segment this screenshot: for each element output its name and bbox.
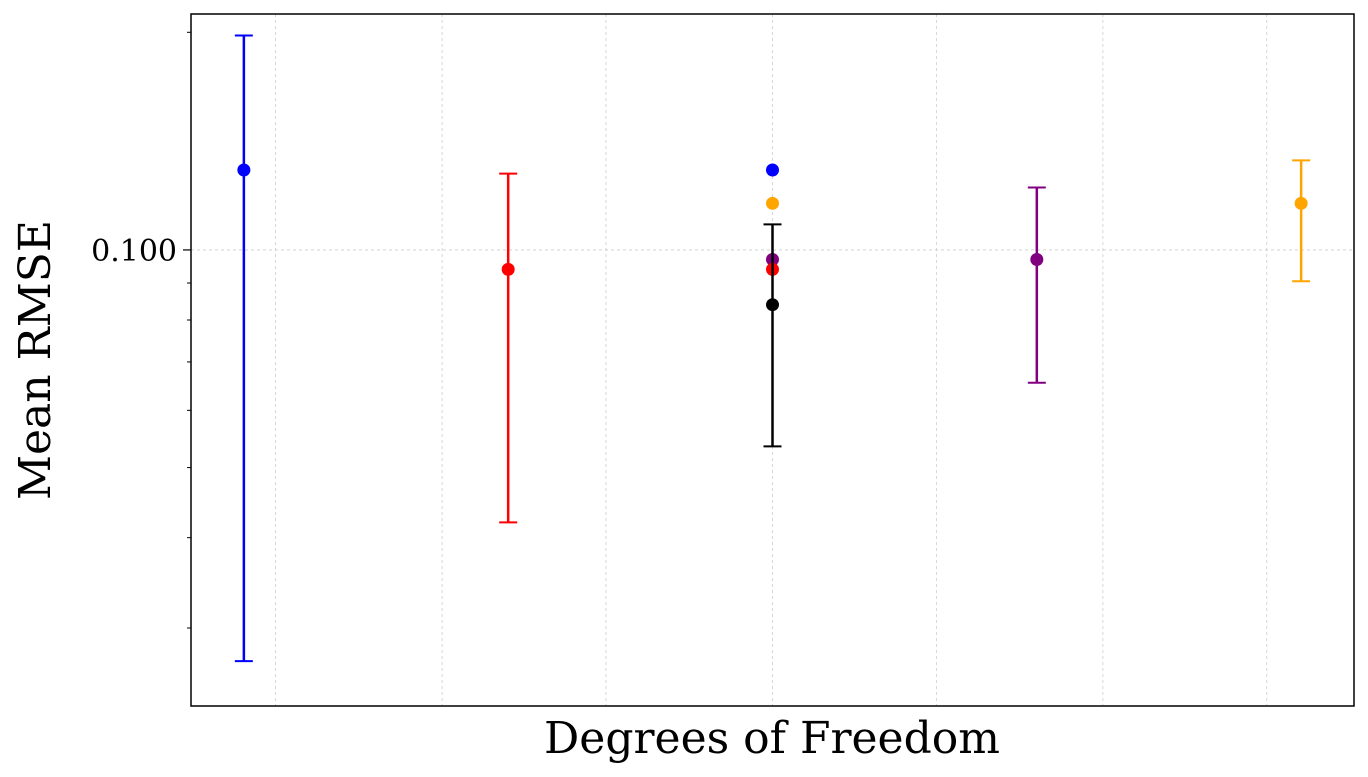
grid — [191, 14, 1354, 706]
data-point — [1294, 196, 1308, 210]
data-point — [1030, 253, 1044, 267]
data-series — [234, 34, 1311, 663]
y-tick-label: 0.100 — [91, 234, 177, 269]
plot-frame — [190, 13, 1355, 707]
data-point — [766, 196, 779, 210]
y-ticks: 0.100 — [91, 234, 191, 269]
x-axis-label: Degrees of Freedom — [544, 713, 1000, 764]
data-point — [501, 262, 515, 276]
data-point — [237, 163, 251, 177]
data-point — [766, 298, 779, 312]
data-point — [766, 163, 779, 177]
y-axis-label: Mean RMSE — [10, 220, 61, 500]
